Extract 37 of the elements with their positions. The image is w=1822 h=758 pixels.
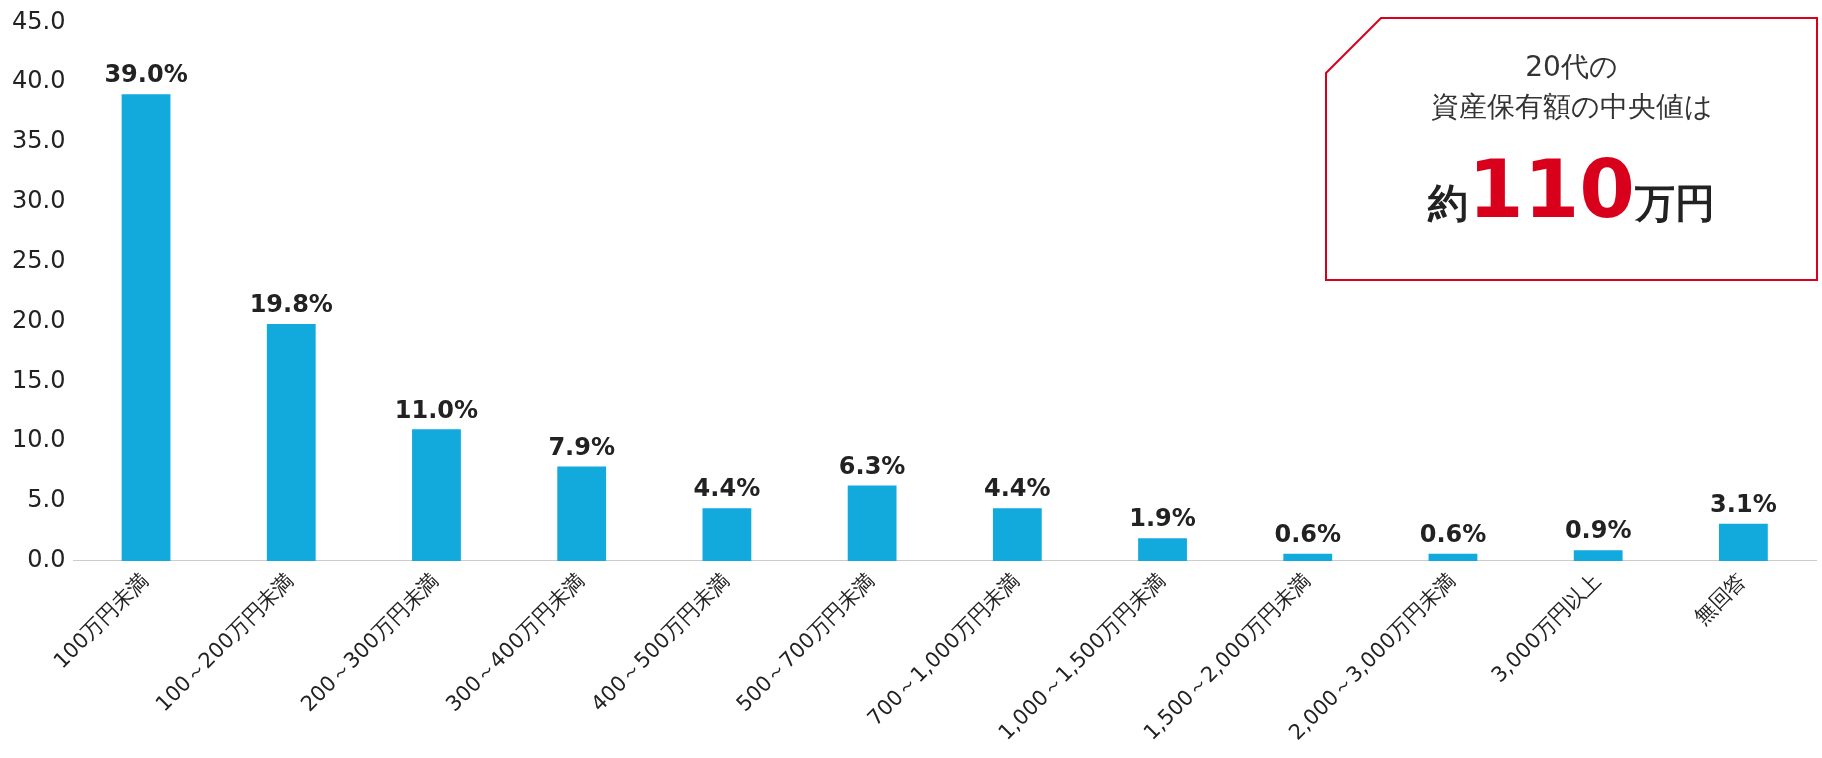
bar <box>266 323 316 561</box>
y-tick-label: 25.0 <box>12 245 66 274</box>
y-tick-label: 35.0 <box>12 126 66 155</box>
bar <box>121 94 171 561</box>
y-tick-label: 45.0 <box>12 6 66 35</box>
bar <box>992 508 1042 561</box>
data-label: 39.0% <box>104 60 188 89</box>
data-label: 4.4% <box>984 474 1051 503</box>
y-tick-label: 40.0 <box>12 66 66 95</box>
y-tick-label: 5.0 <box>27 485 66 514</box>
x-tick-label: 無回答 <box>1689 568 1751 630</box>
y-tick-label: 30.0 <box>12 186 66 215</box>
bar <box>1573 550 1623 561</box>
bar <box>1719 523 1768 561</box>
data-label: 6.3% <box>838 451 906 480</box>
bar <box>412 429 461 561</box>
data-label: 1.9% <box>1129 504 1196 533</box>
y-tick-label: 15.0 <box>12 365 66 394</box>
data-label: 3.1% <box>1710 490 1777 519</box>
y-tick-label: 20.0 <box>12 305 66 334</box>
y-tick-label: 0.0 <box>27 545 66 574</box>
data-label: 11.0% <box>394 395 479 424</box>
data-label: 0.6% <box>1419 519 1487 548</box>
bar <box>847 485 897 561</box>
y-tick-label: 10.0 <box>12 425 66 454</box>
bar <box>557 466 607 561</box>
data-label: 7.9% <box>548 432 615 461</box>
bar <box>702 508 752 561</box>
bar <box>1138 538 1187 561</box>
data-label: 0.9% <box>1564 516 1632 545</box>
bar <box>1283 553 1333 561</box>
data-label: 4.4% <box>693 474 761 503</box>
data-label: 0.6% <box>1274 519 1342 548</box>
bar <box>1428 553 1478 561</box>
data-label: 19.8% <box>249 290 333 319</box>
annotation: 資産保有額の中央値は <box>1429 89 1714 125</box>
annotation: 20代の <box>1524 49 1619 85</box>
